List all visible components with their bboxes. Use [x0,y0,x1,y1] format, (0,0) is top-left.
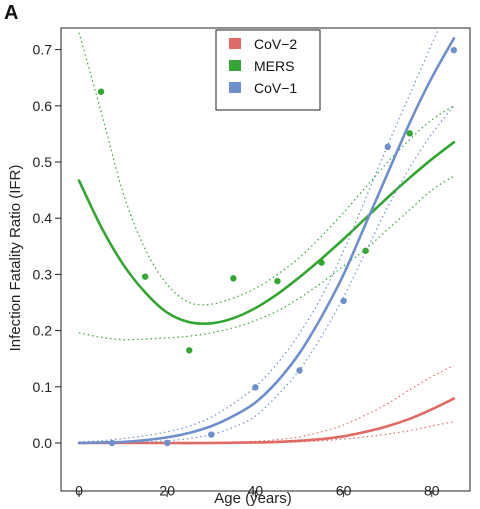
ci-lower-cov-1 [78,105,455,444]
point-mers [97,88,105,95]
y-tick-label: 0.5 [33,154,53,170]
point-mers [141,273,149,280]
y-tick-label: 0.3 [33,266,53,282]
fit-line-cov-1 [77,37,456,445]
point-mers [230,275,237,282]
point-cov-1 [208,431,215,438]
x-tick-label: 20 [159,482,175,498]
point-cov-1 [164,439,171,447]
y-tick-label: 0.1 [33,379,53,395]
point-cov-1 [450,46,458,54]
point-mers [186,347,193,354]
legend-label-cov-2: CoV−2 [254,36,297,52]
point-cov-1 [296,367,303,374]
legend-label-mers: MERS [254,58,294,74]
x-tick-label: 60 [336,482,352,498]
x-axis: 0 20 40 60 80 [75,482,440,498]
point-mers [274,277,281,285]
point-cov-1 [340,297,347,305]
ci-upper-cov-2 [79,364,455,444]
x-tick-label: 40 [248,482,264,498]
fit-line-cov-2 [77,397,456,445]
panel-label: A [4,2,19,24]
y-tick-label: 0.7 [33,42,53,58]
point-mers [406,130,413,137]
legend-swatch-cov-2 [229,38,241,49]
point-mers [318,259,325,266]
point-cov-1 [108,439,116,447]
x-tick-label: 80 [424,482,440,498]
ci-lower-cov-2 [79,421,455,444]
y-tick-label: 0.6 [33,98,53,114]
y-tick-label: 0.0 [33,435,53,451]
y-tick-label: 0.4 [33,210,53,226]
x-axis-title: Age (years) [214,490,292,507]
plot-area [77,28,458,447]
y-axis-title: Infection Fatality Ratio (IFR) [7,165,24,352]
fit-line-mers [77,141,456,325]
point-cov-1 [252,384,259,391]
point-mers [362,247,369,254]
y-axis: 0.0 0.1 0.2 0.3 0.4 0.5 0.6 0.7 [33,42,61,451]
legend: CoV−2 MERS CoV−1 [215,29,321,111]
y-tick-label: 0.2 [33,323,53,339]
ci-upper-mers [78,32,455,306]
legend-label-cov-1: CoV−1 [254,80,297,96]
x-tick-label: 0 [75,482,83,498]
ci-lower-mers [78,175,455,341]
legend-swatch-cov-1 [229,82,241,93]
plot-frame [60,27,471,492]
legend-swatch-mers [229,60,241,71]
point-cov-1 [384,143,391,151]
